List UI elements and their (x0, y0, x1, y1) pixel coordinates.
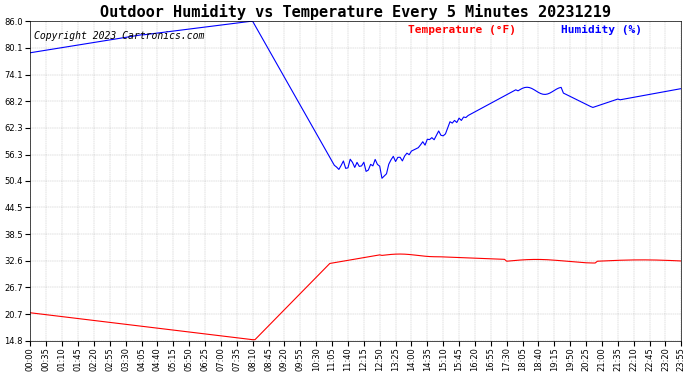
Title: Outdoor Humidity vs Temperature Every 5 Minutes 20231219: Outdoor Humidity vs Temperature Every 5 … (100, 4, 611, 20)
Text: Copyright 2023 Cartronics.com: Copyright 2023 Cartronics.com (34, 31, 204, 41)
Text: Humidity (%): Humidity (%) (561, 24, 642, 34)
Text: Temperature (°F): Temperature (°F) (408, 24, 516, 34)
